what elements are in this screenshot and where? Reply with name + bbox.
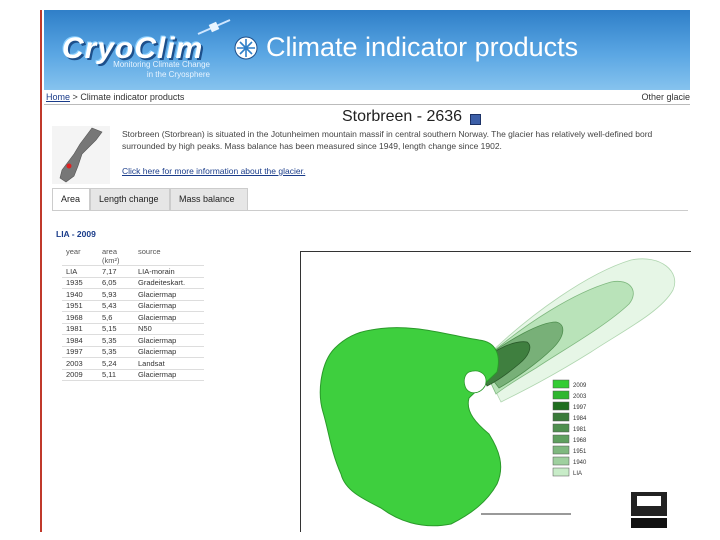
table-cell: 5,35 [98, 334, 134, 347]
map-legend: 2009 2003 1997 1984 1981 1968 1951 1940 LIA [552, 379, 587, 477]
table-cell: 5,43 [98, 300, 134, 312]
legend-label: 1981 [573, 427, 587, 433]
table-row: 2009 5,11 Glaciermap [62, 369, 204, 381]
table-cell: 6,05 [98, 277, 134, 289]
glacier-extent-map: 2009 2003 1997 1984 1981 1968 1951 1940 LIA [300, 251, 691, 532]
norway-location-map [52, 126, 110, 184]
tab-bar: Area Length change Mass balance [52, 188, 688, 211]
legend-label: 1997 [573, 405, 587, 411]
area-table: year area (km²) source LIA 7,17 LIA-morain… [62, 247, 204, 381]
table-cell: 7,17 [98, 265, 134, 278]
legend-swatch [552, 412, 570, 422]
table-row: LIA 7,17 LIA-morain [62, 265, 204, 278]
table-cell: 5,11 [98, 369, 134, 381]
table-row: 1935 6,05 Gradeiteskart. [62, 277, 204, 289]
table-header-row: year area (km²) source [62, 247, 204, 266]
legend-label: 1984 [573, 416, 587, 422]
table-cell: 2003 [62, 357, 98, 370]
breadcrumb-home-link[interactable]: Home [46, 92, 71, 102]
table-cell: Landsat [134, 357, 204, 370]
ntnu-logo-icon [631, 492, 667, 528]
table-row: 1984 5,35 Glaciermap [62, 334, 204, 347]
table-row: 2003 5,24 Landsat [62, 357, 204, 370]
breadcrumb-bar: Home > Climate indicator products Other … [44, 90, 690, 105]
table-cell: 1940 [62, 288, 98, 301]
area-table-title: LIA - 2009 [56, 229, 96, 239]
breadcrumb: Home > Climate indicator products [46, 92, 184, 102]
table-cell: LIA-morain [134, 265, 204, 278]
location-marker-icon [66, 163, 72, 169]
col-header-year: year [62, 247, 98, 266]
table-cell: 1968 [62, 311, 98, 324]
legend-label: 1951 [573, 449, 587, 455]
table-cell: Glaciermap [134, 311, 204, 324]
legend-label: 1940 [573, 460, 587, 466]
satellite-icon [197, 19, 231, 35]
legend-swatch [552, 467, 570, 477]
table-cell: N50 [134, 323, 204, 335]
table-cell: Glaciermap [134, 369, 204, 381]
lake-shape [463, 370, 487, 394]
legend-swatch [552, 434, 570, 444]
table-cell: Glaciermap [134, 300, 204, 312]
breadcrumb-separator: > [72, 92, 78, 102]
legend-swatch [552, 423, 570, 433]
page-frame: CryoClim Monitoring Climate Change in th… [40, 10, 691, 532]
table-cell: Gradeiteskart. [134, 277, 204, 289]
table-cell: 5,6 [98, 311, 134, 324]
legend-label: 1968 [573, 438, 587, 444]
description-line-1: Storbreen (Storbrean) is situated in the… [122, 129, 653, 139]
legend-swatch [552, 401, 570, 411]
save-icon[interactable] [470, 114, 481, 125]
site-header: CryoClim Monitoring Climate Change in th… [44, 10, 690, 90]
table-cell: 1984 [62, 334, 98, 347]
legend-label: 2009 [573, 383, 587, 389]
legend-swatch [552, 456, 570, 466]
table-cell: 5,15 [98, 323, 134, 335]
table-cell: LIA [62, 265, 98, 278]
table-cell: 1951 [62, 300, 98, 312]
extent-2009 [319, 327, 502, 527]
legend-label: LIA [573, 471, 582, 477]
glacier-map-svg: 2009 2003 1997 1984 1981 1968 1951 1940 LIA [319, 258, 676, 528]
glacier-title: Storbreen - 2636 [342, 108, 463, 125]
table-row: 1981 5,15 N50 [62, 323, 204, 335]
table-cell: 5,93 [98, 288, 134, 301]
legend-swatch [552, 390, 570, 400]
tagline-line-1: Monitoring Climate Change [113, 60, 210, 69]
tab-length-change[interactable]: Length change [90, 188, 170, 210]
table-cell: 5,35 [98, 346, 134, 358]
other-glaciers-link[interactable]: Other glacie [641, 92, 690, 102]
logo-tagline: Monitoring Climate Change in the Cryosph… [90, 60, 210, 80]
table-cell: Glaciermap [134, 334, 204, 347]
glacier-description: Storbreen (Storbrean) is situated in the… [122, 128, 688, 152]
tab-mass-balance[interactable]: Mass balance [170, 188, 248, 210]
table-cell: Glaciermap [134, 346, 204, 358]
tab-area[interactable]: Area [52, 188, 90, 210]
description-line-2: surrounded by high peaks. Mass balance h… [122, 141, 502, 151]
table-row: 1997 5,35 Glaciermap [62, 346, 204, 358]
table-row: 1951 5,43 Glaciermap [62, 300, 204, 312]
breadcrumb-current: Climate indicator products [80, 92, 185, 102]
legend-swatch [552, 445, 570, 455]
legend-label: 2003 [573, 394, 587, 400]
snowflake-globe-icon [234, 36, 258, 60]
table-cell: 1935 [62, 277, 98, 289]
table-cell: 1981 [62, 323, 98, 335]
area-tab-panel: LIA - 2009 year area (km²) source LIA 7,1… [52, 211, 691, 532]
table-row: 1940 5,93 Glaciermap [62, 288, 204, 301]
legend-swatch [552, 379, 570, 389]
more-info-link[interactable]: Click here for more information about th… [122, 166, 306, 176]
tagline-line-2: in the Cryosphere [146, 70, 210, 79]
table-cell: Glaciermap [134, 288, 204, 301]
table-cell: 2009 [62, 369, 98, 381]
col-header-area: area (km²) [98, 247, 134, 266]
table-cell: 1997 [62, 346, 98, 358]
header-title: Climate indicator products [266, 32, 579, 62]
cryoclim-logo[interactable]: CryoClim [62, 32, 204, 65]
table-row: 1968 5,6 Glaciermap [62, 311, 204, 324]
table-cell: 5,24 [98, 357, 134, 370]
col-header-source: source [134, 247, 204, 266]
